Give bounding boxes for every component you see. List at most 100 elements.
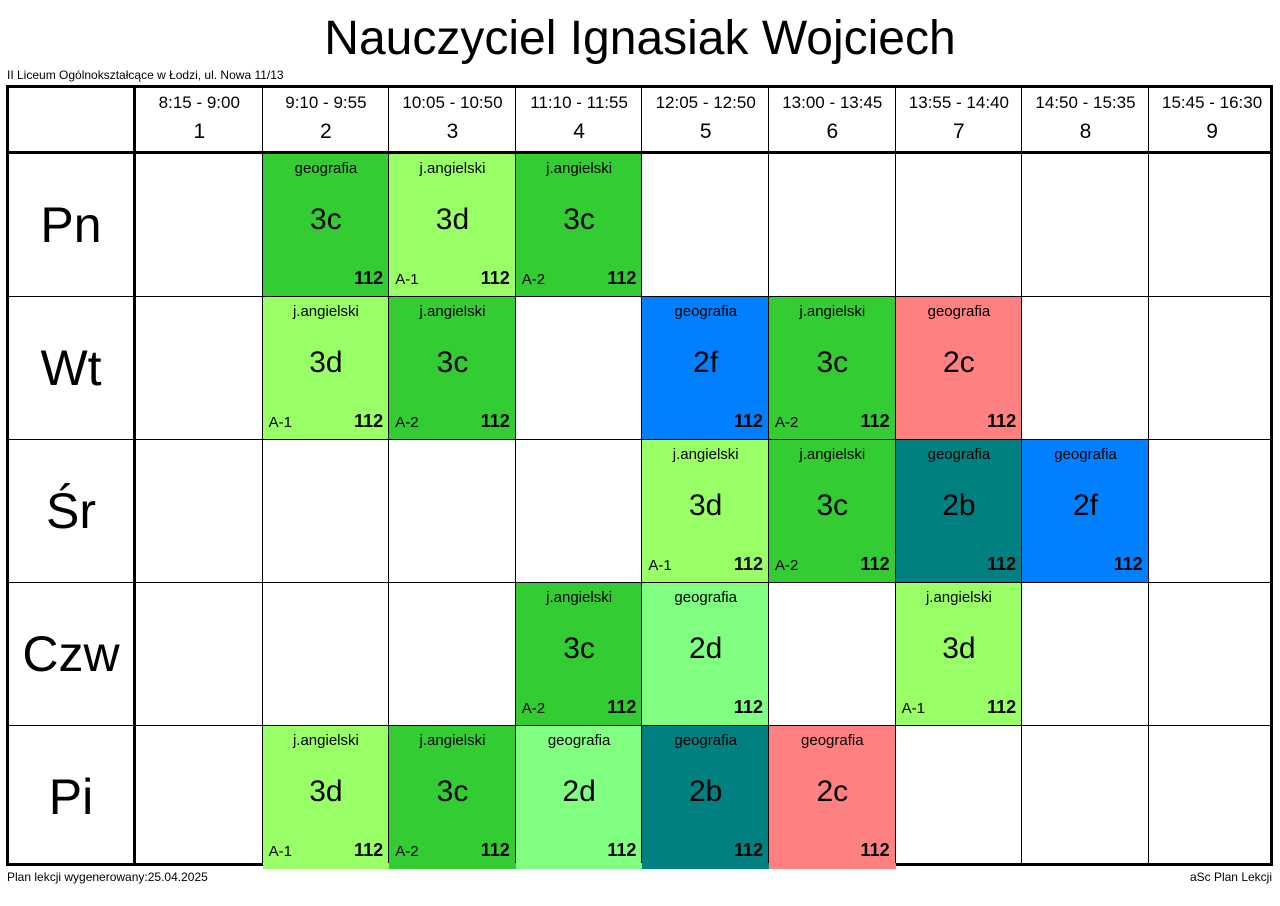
period-number: 8 xyxy=(1079,120,1092,143)
lesson-room: 112 xyxy=(480,840,510,860)
lesson-subject: j.angielski xyxy=(292,303,359,320)
period-number: 4 xyxy=(573,120,585,143)
lesson-room: 112 xyxy=(354,268,384,288)
lesson-cell[interactable]: geografia 2b 112 xyxy=(642,726,769,869)
lesson-cell[interactable]: geografia 3c 112 xyxy=(262,154,390,297)
lesson-class: 3c xyxy=(563,632,595,665)
period-time: 13:00 - 13:45 xyxy=(782,93,883,112)
lesson-subject: j.angielski xyxy=(292,732,359,749)
lesson-cell[interactable]: j.angielski 3c A-2 112 xyxy=(515,583,643,726)
lesson-cell[interactable]: geografia 2f 112 xyxy=(642,297,769,440)
lesson-group: A-2 xyxy=(395,414,419,431)
lesson-subject: geografia xyxy=(927,303,991,320)
lesson-subject: geografia xyxy=(674,589,737,606)
lesson-group: A-1 xyxy=(268,843,292,860)
column-divider xyxy=(641,88,643,863)
row-divider xyxy=(9,725,1270,726)
lesson-room: 112 xyxy=(860,840,890,860)
lesson-room: 112 xyxy=(860,411,890,431)
lesson-cell[interactable]: geografia 2c 112 xyxy=(895,297,1023,440)
lesson-room: 112 xyxy=(987,554,1017,574)
period-time: 11:10 - 11:55 xyxy=(530,93,628,112)
lesson-room: 112 xyxy=(987,697,1017,717)
period-time: 13:55 - 14:40 xyxy=(908,93,1009,112)
lesson-class: 2b xyxy=(942,489,976,522)
lesson-cell[interactable]: j.angielski 3c A-2 112 xyxy=(769,297,896,440)
lesson-group: A-2 xyxy=(775,557,799,574)
lesson-subject: j.angielski xyxy=(546,589,613,606)
generated-date: Plan lekcji wygenerowany:25.04.2025 xyxy=(7,870,208,884)
row-divider xyxy=(9,439,1270,440)
lesson-cell[interactable]: geografia 2c 112 xyxy=(769,726,896,869)
lesson-cell[interactable]: j.angielski 3d A-1 112 xyxy=(642,440,769,583)
lesson-room: 112 xyxy=(733,840,763,860)
lesson-group: A-1 xyxy=(268,414,292,431)
lesson-subject: geografia xyxy=(674,732,737,749)
lesson-subject: j.angielski xyxy=(799,446,866,463)
row-divider xyxy=(9,296,1270,297)
lesson-subject: geografia xyxy=(674,303,737,320)
period-time: 9:10 - 9:55 xyxy=(285,93,367,112)
period-header: 9:10 - 9:55 2 xyxy=(263,88,390,151)
lesson-group: A-2 xyxy=(521,271,546,288)
period-header: 8:15 - 9:00 1 xyxy=(136,88,263,151)
period-number: 9 xyxy=(1206,120,1218,143)
lesson-cell[interactable]: j.angielski 3c A-2 112 xyxy=(389,297,516,440)
lesson-class: 3c xyxy=(816,489,849,522)
lesson-room: 112 xyxy=(733,554,763,574)
lesson-class: 2c xyxy=(816,775,849,808)
lesson-class: 2f xyxy=(1072,489,1098,522)
period-number: 3 xyxy=(446,120,459,143)
period-header: 15:45 - 16:30 9 xyxy=(1149,88,1276,151)
lesson-class: 2b xyxy=(689,775,723,808)
lesson-class: 3c xyxy=(816,346,849,379)
column-divider xyxy=(388,88,390,863)
lesson-cell[interactable]: j.angielski 3c A-2 112 xyxy=(389,726,516,869)
lesson-class: 2d xyxy=(689,632,723,665)
period-number: 2 xyxy=(320,120,332,143)
lesson-subject: j.angielski xyxy=(546,160,613,177)
lesson-cell[interactable]: j.angielski 3c A-2 112 xyxy=(515,154,643,297)
lesson-cell[interactable]: geografia 2d 112 xyxy=(515,726,643,869)
lesson-group: A-2 xyxy=(395,843,419,860)
lesson-room: 112 xyxy=(480,268,510,288)
lesson-cell[interactable]: j.angielski 3c A-2 112 xyxy=(769,440,896,583)
lesson-room: 112 xyxy=(354,411,384,431)
lesson-cell[interactable]: j.angielski 3d A-1 112 xyxy=(262,297,390,440)
lesson-cell[interactable]: j.angielski 3d A-1 112 xyxy=(262,726,390,869)
day-label: Wt xyxy=(40,340,102,396)
brand-label: aSc Plan Lekcji xyxy=(1189,870,1272,884)
lesson-cell[interactable]: geografia 2d 112 xyxy=(642,583,769,726)
lesson-subject: j.angielski xyxy=(419,303,486,320)
lesson-room: 112 xyxy=(607,840,637,860)
day-label: Pi xyxy=(48,769,94,825)
lesson-class: 2f xyxy=(693,346,719,379)
period-number: 7 xyxy=(953,120,965,143)
timetable-grid: 8:15 - 9:00 1 9:10 - 9:55 2 10:05 - 10:50 3 11… xyxy=(6,85,1276,869)
lesson-class: 3d xyxy=(689,489,723,522)
lesson-cell[interactable]: geografia 2b 112 xyxy=(895,440,1023,583)
day-label: Czw xyxy=(22,626,120,682)
lesson-class: 2c xyxy=(943,346,975,379)
school-name: II Liceum Ogólnokształcące w Łodzi, ul. … xyxy=(7,68,284,82)
period-number: 1 xyxy=(193,120,206,143)
lesson-cell[interactable]: geografia 2f 112 xyxy=(1022,440,1149,583)
lesson-subject: j.angielski xyxy=(672,446,739,463)
lesson-cell[interactable]: j.angielski 3d A-1 112 xyxy=(895,583,1023,726)
row-divider xyxy=(9,582,1270,583)
period-time: 10:05 - 10:50 xyxy=(402,93,503,112)
column-divider xyxy=(514,88,516,863)
lesson-subject: j.angielski xyxy=(419,732,486,749)
column-divider xyxy=(894,88,896,863)
lesson-group: A-1 xyxy=(901,700,925,717)
lesson-room: 112 xyxy=(480,411,510,431)
day-label: Pn xyxy=(40,197,102,253)
lesson-class: 3c xyxy=(436,775,469,808)
column-divider xyxy=(261,88,263,863)
lesson-cell[interactable]: j.angielski 3d A-1 112 xyxy=(389,154,516,297)
lesson-class: 3d xyxy=(309,775,343,808)
lesson-subject: geografia xyxy=(547,732,611,749)
lesson-class: 3d xyxy=(309,346,343,379)
lesson-class: 3c xyxy=(310,203,342,236)
lesson-room: 112 xyxy=(733,411,763,431)
